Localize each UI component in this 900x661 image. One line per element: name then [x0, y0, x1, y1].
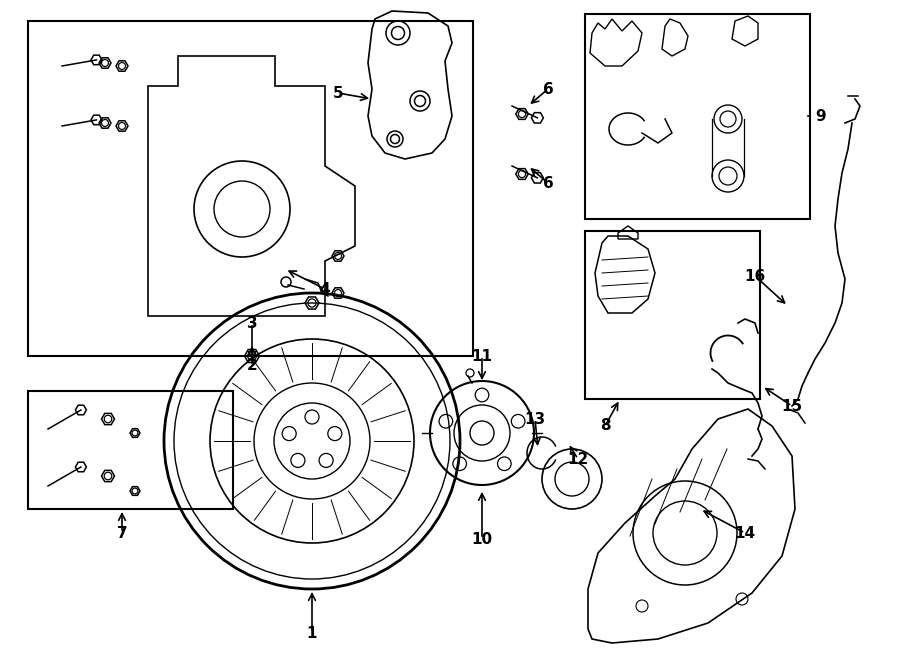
- Text: 14: 14: [734, 525, 756, 541]
- Text: 13: 13: [525, 412, 545, 426]
- Text: 10: 10: [472, 531, 492, 547]
- Text: 1: 1: [307, 625, 317, 641]
- Text: 15: 15: [781, 399, 803, 414]
- Text: 6: 6: [543, 176, 553, 190]
- Text: 4: 4: [320, 282, 330, 297]
- Text: 3: 3: [247, 315, 257, 330]
- Text: 5: 5: [333, 85, 343, 100]
- Text: 6: 6: [543, 81, 553, 97]
- Bar: [28, 21, 473, 356]
- Text: 7: 7: [117, 525, 127, 541]
- Text: 12: 12: [567, 451, 589, 467]
- Text: 16: 16: [744, 268, 766, 284]
- Text: 2: 2: [247, 358, 257, 373]
- Bar: [28, 391, 233, 509]
- Bar: [585, 14, 810, 219]
- Text: 8: 8: [599, 418, 610, 434]
- Bar: [585, 231, 760, 399]
- Text: 9: 9: [815, 108, 825, 124]
- Text: 11: 11: [472, 348, 492, 364]
